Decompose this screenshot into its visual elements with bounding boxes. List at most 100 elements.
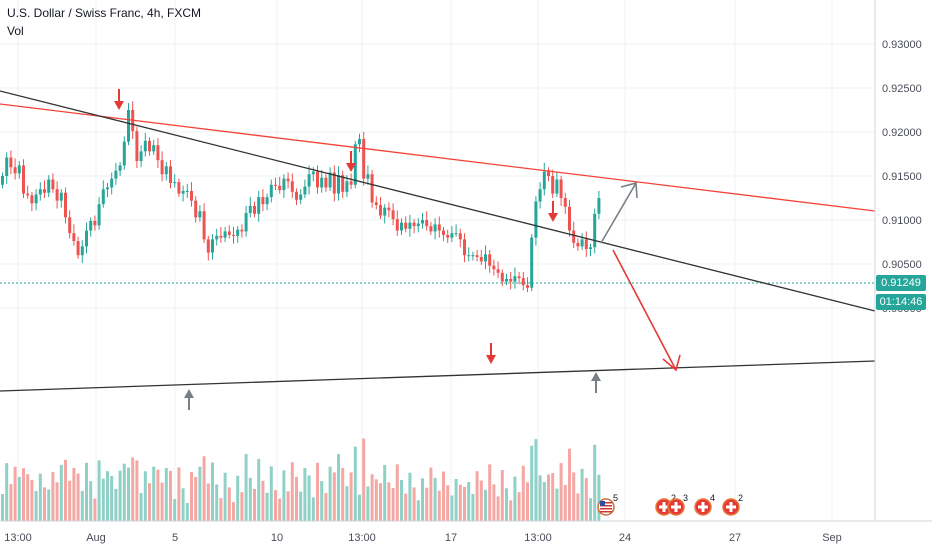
volume-bar bbox=[127, 467, 130, 521]
volume-bar bbox=[568, 448, 571, 521]
candle bbox=[299, 194, 303, 200]
volume-bar bbox=[215, 484, 219, 521]
candle bbox=[232, 234, 235, 236]
event-count: 2 bbox=[671, 493, 676, 503]
volume-bar bbox=[244, 454, 248, 521]
lower-trendline[interactable] bbox=[0, 360, 876, 392]
price-tick-label: 0.91000 bbox=[882, 215, 922, 227]
candles bbox=[1, 101, 601, 293]
candle bbox=[198, 211, 202, 218]
candle bbox=[505, 278, 508, 282]
volume-bar bbox=[131, 457, 135, 521]
volume-bar bbox=[47, 489, 51, 521]
volume-bar bbox=[261, 480, 265, 521]
candle bbox=[261, 197, 265, 205]
volume-bar bbox=[190, 472, 193, 521]
top-marker-arrow bbox=[114, 89, 124, 110]
price-tick-label: 0.90500 bbox=[882, 259, 922, 271]
candle bbox=[38, 189, 42, 195]
volume-bar bbox=[400, 479, 403, 521]
candle bbox=[484, 254, 487, 262]
time-tick-label: Sep bbox=[822, 532, 842, 544]
candle bbox=[80, 246, 84, 256]
candle bbox=[101, 189, 105, 205]
candle bbox=[215, 235, 219, 240]
candle bbox=[282, 178, 286, 191]
candle bbox=[492, 265, 496, 270]
candle bbox=[421, 220, 424, 224]
chart-title: U.S. Dollar / Swiss Franc, 4h, FXCM bbox=[7, 6, 202, 20]
candle bbox=[9, 157, 13, 168]
volume-bar bbox=[59, 464, 63, 521]
swiss-flag-icon[interactable]: 3 bbox=[667, 493, 688, 516]
time-tick-label: 27 bbox=[729, 532, 741, 544]
candle bbox=[429, 226, 433, 232]
candle bbox=[576, 242, 580, 247]
volume-bar bbox=[429, 467, 433, 521]
upper-trendline[interactable] bbox=[0, 90, 876, 312]
candle bbox=[584, 239, 588, 250]
volume-bar bbox=[471, 494, 475, 521]
volume-bar bbox=[265, 492, 269, 521]
candle bbox=[173, 182, 177, 184]
volume-bar bbox=[349, 472, 353, 521]
candle bbox=[89, 220, 93, 231]
candle bbox=[379, 205, 382, 216]
candle bbox=[156, 145, 160, 161]
volume-bar bbox=[223, 472, 227, 521]
volume-bar bbox=[135, 460, 139, 521]
volume-bar bbox=[404, 493, 408, 521]
candle bbox=[177, 182, 181, 194]
candle bbox=[17, 165, 21, 174]
volume-bar bbox=[316, 462, 319, 521]
candle bbox=[257, 197, 261, 214]
volume-bar bbox=[110, 476, 114, 521]
price-axis[interactable]: 0.93000 0.92500 0.92000 0.91500 0.91000 0.905… bbox=[882, 39, 922, 315]
candle bbox=[47, 179, 51, 193]
volume-bar bbox=[97, 460, 101, 521]
candle bbox=[164, 166, 168, 175]
volume-bar bbox=[463, 486, 466, 521]
candle bbox=[143, 140, 147, 152]
volume-bar bbox=[559, 463, 563, 521]
candle bbox=[30, 195, 34, 204]
volume-bar bbox=[391, 488, 395, 521]
volume-bar bbox=[185, 503, 189, 521]
volume-bar bbox=[526, 482, 529, 521]
candle bbox=[559, 179, 563, 198]
time-axis[interactable]: 13:00 Aug 5 10 13:00 17 13:00 24 27 Sep bbox=[4, 532, 842, 544]
volume-bar bbox=[509, 500, 513, 521]
swiss-flag-icon[interactable]: 4 bbox=[694, 493, 715, 516]
breakdown-arrow bbox=[612, 249, 681, 372]
candle bbox=[265, 197, 269, 205]
volume-bar bbox=[160, 482, 164, 521]
candle bbox=[1, 176, 4, 185]
breakout-up-arrow bbox=[600, 181, 638, 244]
volume-bar bbox=[85, 462, 88, 521]
candle bbox=[551, 176, 555, 194]
volume-bar bbox=[227, 487, 231, 521]
volume-bar bbox=[534, 439, 538, 521]
candle bbox=[194, 200, 198, 218]
volume-bar bbox=[500, 470, 504, 521]
us-flag-icon[interactable]: 5 bbox=[597, 493, 618, 516]
volume-bar bbox=[345, 486, 349, 521]
volume-bar bbox=[584, 478, 588, 521]
candle bbox=[328, 172, 332, 188]
volume-bar bbox=[38, 473, 42, 521]
volume-bar bbox=[353, 446, 357, 521]
candle bbox=[542, 171, 546, 190]
volume-bar bbox=[17, 476, 21, 521]
event-count: 3 bbox=[683, 493, 688, 503]
resistance-line[interactable] bbox=[0, 103, 876, 212]
volume-bar bbox=[542, 482, 546, 521]
candle bbox=[547, 171, 550, 176]
swiss-flag-icon[interactable]: 2 bbox=[722, 493, 743, 516]
volume-bar bbox=[437, 490, 441, 521]
candle bbox=[286, 178, 290, 182]
candle bbox=[127, 110, 130, 142]
candle bbox=[454, 233, 458, 235]
